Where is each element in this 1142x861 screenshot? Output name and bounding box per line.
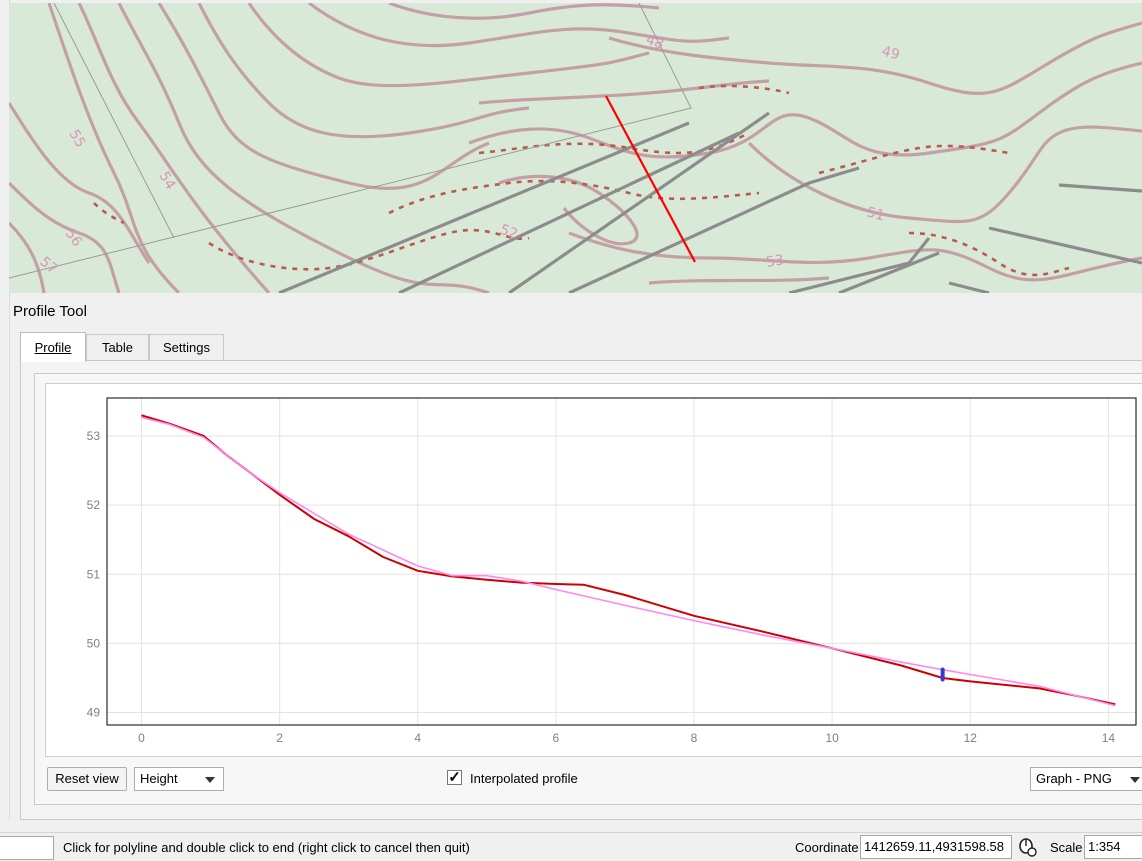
- tab-settings[interactable]: Settings: [149, 334, 224, 360]
- locator-input[interactable]: [0, 836, 54, 860]
- contour-label: 52: [498, 222, 520, 243]
- reset-view-button[interactable]: Reset view: [47, 767, 127, 791]
- dock-title: Profile Tool: [13, 303, 87, 320]
- x-tick-label: 10: [825, 731, 839, 745]
- scale-label: Scale: [1050, 840, 1083, 855]
- profile-chart[interactable]: 0 2 4 6 8 10 12 14 49 50 51 52 53: [45, 383, 1142, 757]
- export-format-value: Graph - PNG: [1036, 771, 1112, 786]
- y-tick-label: 49: [87, 706, 101, 720]
- status-bar: Click for polyline and double click to e…: [0, 832, 1142, 861]
- tab-profile-label: Profile: [34, 340, 72, 355]
- x-tick-label: 12: [964, 731, 978, 745]
- profile-position-marker: [940, 667, 945, 682]
- interpolated-profile-label: Interpolated profile: [470, 771, 578, 786]
- map-canvas[interactable]: 48 49 51 52 53 54 55 56 57: [9, 3, 1142, 293]
- x-tick-label: 0: [138, 731, 145, 745]
- interpolated-profile-checkbox[interactable]: ✓: [447, 769, 462, 786]
- export-format-select[interactable]: Graph - PNG: [1030, 767, 1142, 791]
- scale-field[interactable]: 1:354: [1084, 835, 1142, 859]
- contour-label: 51: [865, 204, 886, 224]
- mode-select[interactable]: Height: [134, 767, 224, 791]
- x-tick-label: 14: [1102, 731, 1116, 745]
- x-tick-label: 2: [276, 731, 283, 745]
- chevron-down-icon: [205, 777, 215, 783]
- x-tick-label: 8: [691, 731, 698, 745]
- y-tick-label: 51: [87, 567, 101, 581]
- plot-background: [107, 398, 1136, 725]
- tab-profile[interactable]: Profile: [20, 332, 86, 362]
- x-tick-label: 4: [414, 731, 421, 745]
- map-rendering: 48 49 51 52 53 54 55 56 57: [9, 3, 1142, 293]
- mode-select-value: Height: [140, 771, 178, 786]
- tab-settings-label: Settings: [163, 340, 210, 355]
- left-dock-edge: [0, 0, 10, 820]
- y-tick-label: 52: [87, 498, 101, 512]
- status-message: Click for polyline and double click to e…: [63, 840, 470, 855]
- dashed-contours: [93, 84, 1070, 277]
- tab-table-label: Table: [101, 340, 134, 355]
- x-tick-label: 6: [553, 731, 560, 745]
- coordinate-field[interactable]: 1412659.11,4931598.58: [860, 835, 1012, 859]
- contour-label: 56: [62, 226, 85, 250]
- road-lines: [278, 111, 1142, 293]
- contour-lines: [9, 3, 1142, 293]
- contour-label: 55: [66, 127, 89, 150]
- profile-series-line: [141, 416, 1116, 707]
- contour-label: 53: [765, 252, 785, 271]
- y-tick-label: 50: [87, 636, 101, 650]
- contour-label: 54: [156, 169, 179, 193]
- mouse-coordinate-icon[interactable]: [1018, 837, 1038, 857]
- profile-line: [605, 95, 696, 263]
- contour-label: 49: [880, 43, 901, 63]
- tab-table[interactable]: Table: [86, 334, 149, 360]
- chevron-down-icon: [1130, 777, 1140, 783]
- boundary-lines: [9, 3, 692, 279]
- plot-frame: [106, 397, 1137, 726]
- coordinate-label: Coordinate: [795, 840, 859, 855]
- y-tick-label: 53: [87, 429, 101, 443]
- contour-label: 48: [644, 32, 666, 53]
